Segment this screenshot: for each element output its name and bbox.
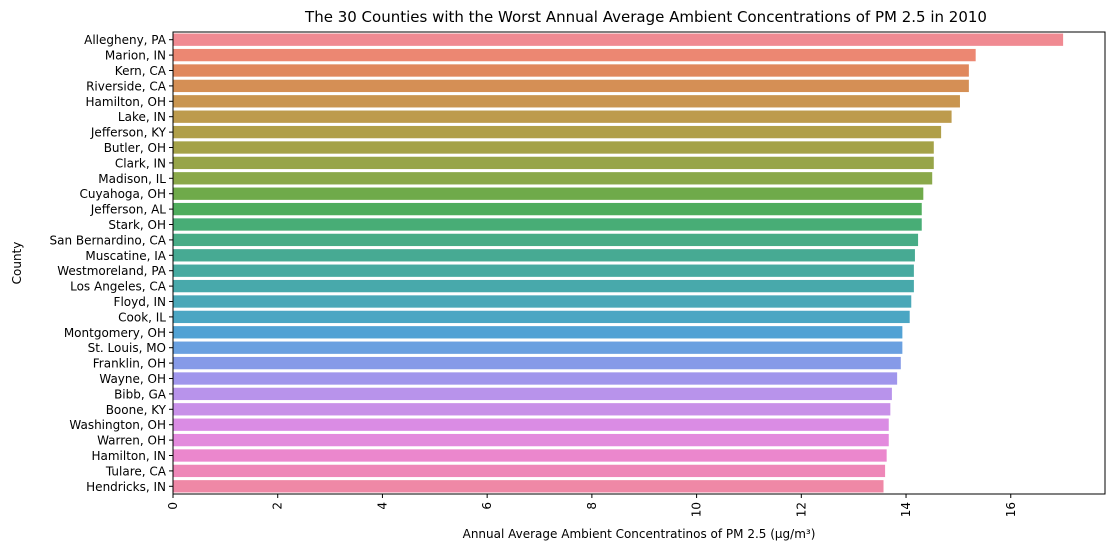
- y-tick-label: Cook, IL: [118, 310, 166, 324]
- x-tick-label: 8: [585, 502, 599, 510]
- bar: [173, 310, 910, 324]
- y-tick-label: San Bernardino, CA: [49, 233, 166, 247]
- bar: [173, 433, 889, 447]
- y-tick-label: Tulare, CA: [105, 464, 167, 478]
- bar: [173, 33, 1064, 46]
- y-tick-label: Madison, IL: [98, 172, 166, 186]
- y-tick-label: Marion, IN: [105, 49, 166, 63]
- y-tick-label: Clark, IN: [115, 156, 166, 170]
- bar: [173, 218, 922, 231]
- bar: [173, 464, 886, 478]
- y-tick-label: Westmoreland, PA: [57, 264, 167, 278]
- y-tick-label: Allegheny, PA: [84, 33, 167, 47]
- y-tick-label: Hendricks, IN: [86, 480, 166, 494]
- bar: [173, 264, 914, 277]
- bar: [173, 449, 887, 462]
- bars-layer: [173, 33, 1064, 493]
- y-tick-label: Washington, OH: [69, 418, 166, 432]
- bar: [173, 187, 924, 200]
- bar: [173, 418, 889, 431]
- y-axis-label: County: [10, 242, 24, 285]
- y-tick-label: Hamilton, IN: [91, 449, 166, 463]
- bar: [173, 125, 942, 139]
- bar: [173, 95, 960, 108]
- x-tick-label: 6: [480, 502, 494, 510]
- x-tick-label: 12: [794, 502, 808, 517]
- plot-frame: [172, 31, 1106, 495]
- y-tick-label: Riverside, CA: [86, 79, 167, 93]
- bar: [173, 249, 915, 262]
- x-axis-ticks: 0 2 4 6 8 10 12 14 16: [166, 494, 1018, 517]
- x-tick-label: 2: [271, 502, 285, 510]
- bar: [173, 172, 933, 185]
- bar: [173, 64, 969, 77]
- bar: [173, 110, 952, 123]
- x-tick-label: 4: [375, 502, 389, 510]
- y-tick-label: Los Angeles, CA: [70, 280, 167, 294]
- y-tick-label: Boone, KY: [106, 403, 167, 417]
- y-tick-label: Bibb, GA: [114, 387, 167, 401]
- bar: [173, 202, 922, 216]
- y-tick-label: Montgomery, OH: [64, 326, 166, 340]
- x-tick-label: 0: [166, 502, 180, 510]
- y-tick-label: Jefferson, KY: [90, 126, 167, 140]
- y-tick-label: Franklin, OH: [93, 357, 166, 371]
- y-tick-label: St. Louis, MO: [88, 341, 166, 355]
- bar: [173, 156, 934, 170]
- y-tick-label: Warren, OH: [97, 434, 166, 448]
- chart-title: The 30 Counties with the Worst Annual Av…: [304, 8, 987, 26]
- bar: [173, 233, 919, 247]
- y-tick-label: Stark, OH: [108, 218, 166, 232]
- bar: [173, 48, 976, 62]
- y-tick-label: Cuyahoga, OH: [80, 187, 166, 201]
- bar: [173, 295, 912, 308]
- bar: [173, 356, 901, 370]
- y-tick-label: Butler, OH: [104, 141, 166, 155]
- y-tick-label: Jefferson, AL: [90, 203, 167, 217]
- y-tick-label: Muscatine, IA: [85, 249, 166, 263]
- y-tick-label: Floyd, IN: [114, 295, 166, 309]
- bar: [173, 141, 934, 154]
- y-tick-label: Hamilton, OH: [86, 95, 166, 109]
- x-tick-label: 16: [1004, 502, 1018, 517]
- bar: [173, 372, 898, 385]
- x-axis-label: Annual Average Ambient Concentratinos of…: [463, 527, 816, 541]
- y-tick-label: Wayne, OH: [99, 372, 166, 386]
- y-tick-label: Lake, IN: [118, 110, 166, 124]
- bar: [173, 403, 891, 416]
- bar: [173, 387, 892, 401]
- bar: [173, 341, 903, 354]
- bar: [173, 279, 914, 293]
- bar: [173, 326, 903, 339]
- y-tick-label: Kern, CA: [115, 64, 167, 78]
- x-tick-label: 14: [899, 502, 913, 517]
- bar: [173, 480, 884, 493]
- x-tick-label: 10: [690, 502, 704, 517]
- bar: [173, 79, 969, 93]
